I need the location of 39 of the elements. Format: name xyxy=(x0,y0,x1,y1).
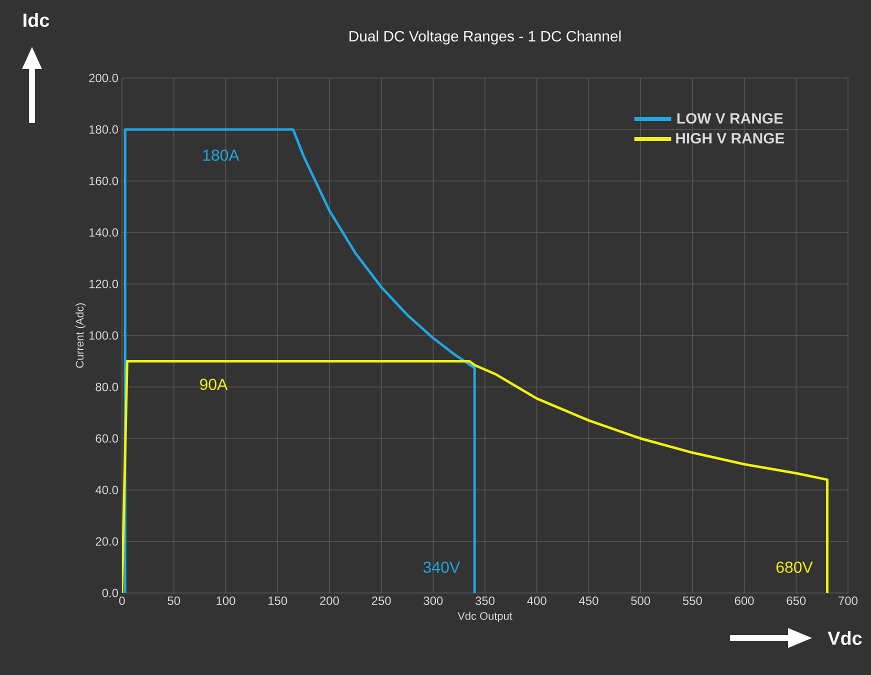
annotation: 90A xyxy=(200,378,228,390)
x-tick-label: 200 xyxy=(320,596,339,605)
x-tick-label: 100 xyxy=(216,596,236,605)
y-tick-label: 180.0 xyxy=(89,125,118,134)
y-tick-label: 60.0 xyxy=(96,434,118,443)
x-tick-label: 550 xyxy=(682,596,702,605)
x-tick-label: 300 xyxy=(424,596,443,605)
x-tick-label: 450 xyxy=(579,596,598,605)
line-series xyxy=(124,128,476,593)
y-tick-label: 100.0 xyxy=(89,331,118,340)
annotation: 340V xyxy=(423,562,460,573)
y-tick-label: 80.0 xyxy=(96,382,118,392)
y-tick-label: 200.0 xyxy=(89,74,118,82)
legend-label: HIGH V RANGE xyxy=(676,132,784,144)
annotation: 680V xyxy=(776,562,813,573)
x-tick-label: 0 xyxy=(119,596,125,605)
y-tick-label: 160.0 xyxy=(89,176,118,186)
x-tick-label: 250 xyxy=(372,596,391,605)
y-tick-label: 120.0 xyxy=(89,280,118,288)
annotation: 180A xyxy=(203,150,240,161)
y-tick-label: 20.0 xyxy=(96,537,118,546)
x-tick-label: 400 xyxy=(527,596,546,605)
y-tick-label: 140.0 xyxy=(89,228,118,237)
x-tick-label: 600 xyxy=(734,596,754,605)
x-tick-label: 500 xyxy=(631,596,650,605)
y-tick-label: 0.0 xyxy=(102,588,118,598)
chart-title: Dual DC Voltage Ranges - 1 DC Channel xyxy=(350,30,621,44)
x-tick-label: 50 xyxy=(168,596,180,605)
legend-label: LOW V RANGE xyxy=(677,113,783,124)
text: Vdc xyxy=(828,631,862,645)
y-tick-label: 40.0 xyxy=(96,486,118,494)
y-axis-title: Current (Adc) xyxy=(76,303,86,368)
x-tick-label: 150 xyxy=(268,596,288,605)
x-tick-label: 350 xyxy=(475,596,495,605)
x-tick-label: 700 xyxy=(838,596,858,605)
x-axis-title: Vdc Output xyxy=(458,612,512,622)
line-series xyxy=(122,360,829,593)
text: Idc xyxy=(24,13,50,27)
x-tick-label: 650 xyxy=(786,596,806,605)
